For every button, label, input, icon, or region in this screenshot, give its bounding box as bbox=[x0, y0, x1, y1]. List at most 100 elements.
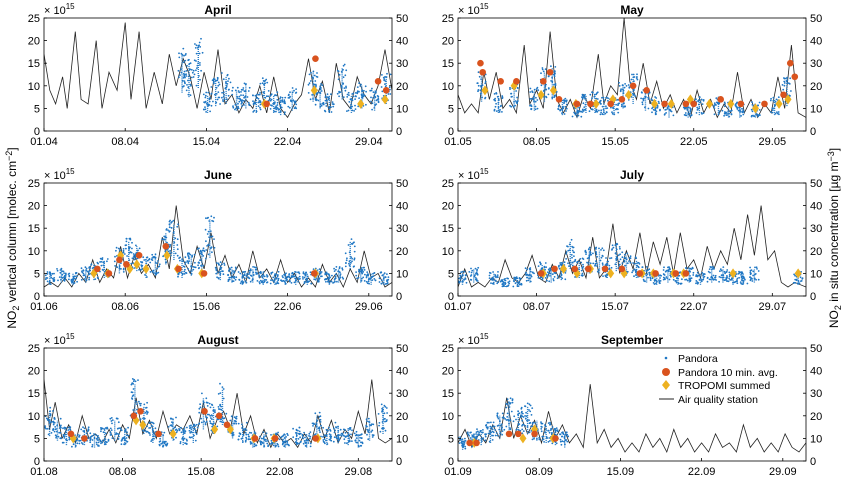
pandora-point bbox=[384, 276, 387, 279]
pandora-point bbox=[299, 436, 301, 439]
pandora-point bbox=[474, 274, 476, 277]
pandora-point bbox=[289, 91, 291, 94]
pandora-point bbox=[255, 271, 257, 274]
pandora-point bbox=[501, 111, 503, 113]
pandora-point bbox=[187, 260, 189, 263]
pandora-point bbox=[243, 104, 245, 106]
pandora-point bbox=[269, 97, 271, 100]
pandora-point bbox=[168, 246, 171, 248]
pandora-point bbox=[276, 274, 279, 277]
pandora-point bbox=[198, 267, 201, 269]
pandora-point bbox=[526, 402, 529, 405]
pandora-point bbox=[194, 431, 197, 434]
pandora-point bbox=[618, 102, 621, 105]
pandora-point bbox=[701, 103, 704, 105]
pandora-point bbox=[123, 253, 126, 255]
pandora-point bbox=[563, 261, 566, 264]
pandora-point bbox=[302, 437, 304, 440]
y-tick-left: 0 bbox=[34, 456, 40, 468]
pandora-point bbox=[226, 73, 229, 76]
pandora-point bbox=[355, 430, 358, 433]
pandora-point bbox=[201, 392, 203, 395]
pandora-point bbox=[463, 443, 465, 446]
pandora-point bbox=[69, 428, 72, 431]
pandora-point bbox=[325, 105, 328, 107]
pandora-point bbox=[270, 279, 272, 282]
pandora-point bbox=[544, 68, 547, 70]
pandora-point bbox=[384, 406, 387, 408]
pandora-point bbox=[685, 278, 688, 281]
pandora-point bbox=[528, 431, 531, 434]
pandora-point bbox=[64, 272, 67, 275]
pandora-point bbox=[242, 87, 245, 89]
pandora-point bbox=[464, 437, 466, 440]
pandora-point bbox=[117, 433, 120, 436]
pandora-point bbox=[529, 91, 532, 93]
pandora-point bbox=[157, 271, 160, 274]
pandora-point bbox=[377, 95, 380, 98]
pandora-point bbox=[182, 47, 185, 50]
pandora-point bbox=[249, 280, 252, 283]
pandora-point bbox=[124, 428, 127, 431]
pandora-point bbox=[684, 278, 686, 281]
pandora-point bbox=[588, 248, 590, 251]
pandora-point bbox=[180, 426, 182, 429]
pandora-point bbox=[103, 428, 106, 430]
pandora-point bbox=[749, 271, 752, 274]
pandora-point bbox=[286, 443, 288, 446]
pandora-point bbox=[124, 244, 127, 247]
pandora-point bbox=[380, 86, 383, 88]
pandora-point bbox=[757, 278, 760, 281]
pandora-point bbox=[652, 108, 655, 111]
pandora-point bbox=[211, 251, 213, 254]
pandora-point bbox=[193, 73, 196, 76]
pandora-point bbox=[351, 440, 353, 442]
pandora-point bbox=[594, 262, 597, 265]
pandora-point bbox=[146, 413, 148, 415]
pandora-point bbox=[354, 108, 357, 110]
pandora-point bbox=[222, 91, 225, 94]
pandora-point bbox=[193, 423, 196, 426]
pandora-point bbox=[340, 434, 343, 437]
pandora-point bbox=[771, 109, 774, 112]
pandora-point bbox=[798, 282, 801, 285]
pandora-point bbox=[200, 37, 202, 40]
pandora-point bbox=[204, 228, 207, 231]
pandora-point bbox=[355, 441, 358, 444]
pandora-point bbox=[757, 114, 760, 117]
pandora-point bbox=[683, 114, 686, 116]
pandora-point bbox=[309, 445, 312, 448]
pandora-cluster bbox=[99, 426, 110, 446]
pandora-point bbox=[324, 278, 327, 280]
pandora-point bbox=[776, 111, 778, 114]
pandora-point bbox=[368, 282, 370, 285]
pandora-point bbox=[141, 264, 144, 267]
pandora-point bbox=[265, 78, 268, 81]
pandora-point bbox=[527, 274, 530, 277]
pandora-point bbox=[494, 280, 497, 282]
pandora-point bbox=[257, 97, 260, 100]
tropomi-point bbox=[784, 94, 792, 105]
y-tick-left: 20 bbox=[28, 201, 40, 213]
pandora-point bbox=[298, 430, 301, 433]
pandora-point bbox=[151, 259, 154, 261]
pandora-point bbox=[783, 82, 786, 84]
pandora-avg-point bbox=[643, 87, 650, 94]
pandora-point bbox=[723, 279, 726, 282]
pandora-cluster bbox=[499, 277, 511, 288]
pandora-point bbox=[234, 278, 237, 281]
pandora-point bbox=[496, 282, 499, 285]
pandora-point bbox=[183, 54, 185, 57]
pandora-point bbox=[131, 241, 133, 244]
pandora-point bbox=[774, 100, 777, 103]
axes-frame bbox=[43, 347, 393, 462]
pandora-point bbox=[183, 427, 186, 429]
pandora-point bbox=[647, 107, 650, 110]
pandora-point bbox=[346, 110, 348, 112]
tropomi-point bbox=[607, 268, 615, 279]
pandora-point bbox=[370, 89, 373, 92]
pandora-cluster bbox=[259, 431, 270, 448]
pandora-point bbox=[51, 420, 53, 423]
pandora-point bbox=[86, 270, 89, 273]
